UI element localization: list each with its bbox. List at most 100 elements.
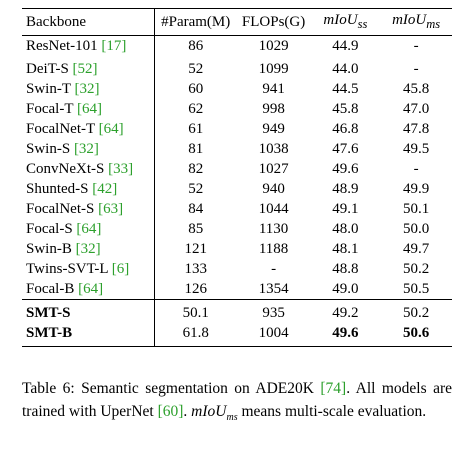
cell-params: 84: [188, 200, 204, 217]
backbone-name: Twins-SVT-L: [26, 260, 109, 277]
cell-params: 52: [188, 180, 204, 197]
backbone-name: FocalNet-T: [26, 120, 95, 137]
caption-ref-ade20k[interactable]: [74]: [320, 380, 347, 397]
citation-link[interactable]: [32]: [73, 140, 99, 157]
cell-backbone: Focal-S [64]: [22, 219, 155, 239]
citation-link[interactable]: [64]: [76, 220, 102, 237]
table-row: Twins-SVT-L [6] 133 - 48.8 50.2: [22, 259, 452, 279]
cell-miou-ss: 48.1: [332, 240, 359, 257]
cell-flops: 998: [262, 100, 285, 117]
backbone-name: Focal-B: [26, 280, 75, 297]
backbone-name: Focal-S: [26, 220, 73, 237]
cell-flops: 1044: [258, 200, 289, 217]
cell-backbone: Focal-T [64]: [22, 99, 155, 119]
cell-miou-ms: 45.8: [402, 80, 430, 97]
cell-backbone: SMT-S: [22, 299, 155, 323]
cell-miou-ms: 47.0: [402, 100, 430, 117]
header-backbone: Backbone: [22, 8, 155, 36]
citation-link[interactable]: [63]: [98, 200, 124, 217]
cell-miou-ms: 50.5: [402, 280, 430, 297]
citation-link[interactable]: [42]: [92, 180, 118, 197]
citation-link[interactable]: [64]: [76, 100, 102, 117]
cell-miou-ms: -: [413, 37, 419, 54]
cell-miou-ms: 50.1: [402, 200, 430, 217]
cell-backbone: FocalNet-T [64]: [22, 119, 155, 139]
table-row: Focal-T [64] 62 998 45.8 47.0: [22, 99, 452, 119]
citation-link[interactable]: [17]: [101, 37, 127, 54]
cell-backbone: Swin-T [32]: [22, 79, 155, 99]
cell-miou-ss: 49.1: [332, 200, 359, 217]
cell-flops: 1354: [258, 280, 289, 297]
table-row: Swin-S [32] 81 1038 47.6 49.5: [22, 139, 452, 159]
backbone-name: Focal-T: [26, 100, 74, 117]
cell-miou-ss: 49.0: [332, 280, 359, 297]
header-flops: FLOPs(G): [236, 8, 311, 36]
cell-params: 61.8: [154, 323, 237, 347]
citation-link[interactable]: [52]: [72, 60, 98, 77]
table-row: Swin-B [32] 121 1188 48.1 49.7: [22, 239, 452, 259]
table-row: Shunted-S [42] 52 940 48.9 49.9: [22, 179, 452, 199]
cell-miou-ss: 48.0: [332, 220, 359, 237]
cell-params: 121: [184, 240, 207, 257]
cell-params: 61: [188, 120, 204, 137]
citation-link[interactable]: [33]: [108, 160, 134, 177]
cell-flops: 1004: [236, 323, 311, 347]
citation-link[interactable]: [64]: [98, 120, 124, 137]
table-row: ResNet-101 [17] 86 1029 44.9 -: [22, 35, 452, 59]
table-row-ours: SMT-B 61.8 1004 49.6 50.6: [22, 323, 452, 347]
cell-flops: 941: [262, 80, 285, 97]
citation-link[interactable]: [32]: [74, 80, 100, 97]
table-row: Focal-S [64] 85 1130 48.0 50.0: [22, 219, 452, 239]
citation-link[interactable]: [32]: [75, 240, 101, 257]
cell-miou-ms: 49.9: [402, 180, 430, 197]
cell-miou-ss: 45.8: [332, 100, 359, 117]
table-caption: Table 6: Semantic segmentation on ADE20K…: [22, 380, 452, 424]
header-params: #Param(M): [154, 8, 237, 36]
cell-miou-ms: 49.5: [402, 140, 430, 157]
table-row: ConvNeXt-S [33] 82 1027 49.6 -: [22, 159, 452, 179]
cell-miou-ms: -: [413, 60, 419, 77]
cell-flops: 1099: [258, 60, 289, 77]
cell-backbone: Swin-B [32]: [22, 239, 155, 259]
cell-backbone: FocalNet-S [63]: [22, 199, 155, 219]
table-row: Focal-B [64] 126 1354 49.0 50.5: [22, 279, 452, 300]
cell-backbone: Focal-B [64]: [22, 279, 155, 300]
cell-miou-ms: 50.6: [380, 323, 452, 347]
cell-backbone: SMT-B: [22, 323, 155, 347]
cell-flops: 1130: [258, 220, 289, 237]
citation-link[interactable]: [6]: [111, 260, 130, 277]
backbone-name: Swin-B: [26, 240, 72, 257]
table-row-ours: SMT-S 50.1 935 49.2 50.2: [22, 299, 452, 323]
header-miou-ms: mIoUms: [380, 8, 452, 36]
cell-params: 52: [188, 60, 204, 77]
cell-miou-ms: 50.0: [402, 220, 430, 237]
cell-params: 60: [188, 80, 204, 97]
cell-params: 81: [188, 140, 204, 157]
cell-backbone: Swin-S [32]: [22, 139, 155, 159]
cell-miou-ss: 49.6: [332, 160, 359, 177]
cell-flops: 935: [236, 299, 311, 323]
backbone-name: DeiT-S: [26, 60, 69, 77]
cell-params: 133: [184, 260, 207, 277]
segmentation-results-table: Backbone #Param(M) FLOPs(G) mIoUss mIoUm…: [22, 8, 452, 347]
cell-backbone: Shunted-S [42]: [22, 179, 155, 199]
cell-miou-ms: 50.2: [380, 299, 452, 323]
cell-flops: 940: [262, 180, 285, 197]
table-row: Swin-T [32] 60 941 44.5 45.8: [22, 79, 452, 99]
backbone-name: ConvNeXt-S: [26, 160, 105, 177]
cell-miou-ss: 44.5: [332, 80, 359, 97]
cell-backbone: DeiT-S [52]: [22, 59, 155, 79]
caption-ref-upernet[interactable]: [60]: [157, 403, 184, 420]
table-row: FocalNet-S [63] 84 1044 49.1 50.1: [22, 199, 452, 219]
cell-params: 85: [188, 220, 204, 237]
backbone-name: ResNet-101: [26, 37, 98, 54]
cell-miou-ss: 46.8: [332, 120, 359, 137]
cell-miou-ms: 49.7: [402, 240, 430, 257]
cell-flops: 1029: [258, 37, 289, 54]
backbone-name: Shunted-S: [26, 180, 89, 197]
cell-params: 86: [188, 37, 204, 54]
cell-flops: -: [271, 260, 277, 277]
citation-link[interactable]: [64]: [78, 280, 104, 297]
cell-backbone: Twins-SVT-L [6]: [22, 259, 155, 279]
table-header-row: Backbone #Param(M) FLOPs(G) mIoUss mIoUm…: [22, 8, 452, 36]
